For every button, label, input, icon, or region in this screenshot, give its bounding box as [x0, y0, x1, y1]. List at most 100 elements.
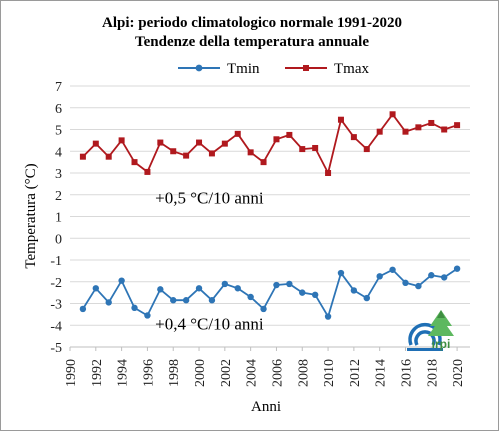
tmin-point: [273, 281, 280, 289]
tmax-point: [105, 153, 112, 160]
tmin-point: [247, 293, 254, 301]
tmin-legend-label: Tmin: [227, 61, 260, 77]
tmax-point: [247, 149, 254, 156]
tmax-point: [92, 140, 99, 147]
tmax-point: [118, 137, 125, 144]
chart-title: Alpi: periodo climatologico normale 1991…: [102, 15, 402, 31]
tmax-point: [428, 119, 435, 126]
tmax-point: [376, 128, 383, 135]
x-tick-label: 1998: [167, 359, 182, 387]
tmin-point: [79, 305, 87, 313]
tmin-point: [182, 297, 190, 304]
tmin-point: [324, 313, 332, 320]
tmax-legend-marker: [303, 65, 309, 71]
tmax-point: [170, 148, 177, 155]
tmax-point: [208, 150, 215, 157]
x-tick-label: 2012: [348, 359, 363, 387]
y-tick-label: -1: [50, 254, 62, 269]
tmin-series-line: [82, 267, 458, 318]
tmin-point: [105, 299, 112, 306]
x-tick-label: 2016: [399, 359, 414, 387]
tmax-point: [454, 122, 461, 129]
tmin-point: [376, 273, 383, 280]
y-tick-label: 0: [55, 232, 62, 247]
tmax-point: [337, 116, 344, 123]
y-tick-label: 4: [55, 145, 62, 160]
tmax-point: [389, 111, 396, 118]
y-tick-label: 6: [55, 102, 62, 117]
chart-subtitle: Tendenze della temperatura annuale: [135, 34, 369, 50]
tmin-point: [402, 279, 409, 287]
y-tick-label: -4: [50, 319, 62, 334]
tmin-point: [350, 287, 358, 294]
tmax-point: [363, 146, 370, 153]
tmin-trend-annotation: +0,4 °C/10 anni: [155, 315, 264, 334]
tmax-point: [441, 126, 448, 133]
y-tick-labels: -5 -4 -3 -2 -1 0 1 2 3 4 5 6 7: [50, 80, 62, 356]
tmin-point: [260, 305, 267, 313]
tmax-point: [350, 134, 357, 141]
x-axis-label: Anni: [251, 399, 281, 415]
x-tick-label: 2002: [219, 359, 234, 387]
tmax-point: [157, 139, 164, 146]
tmax-point: [260, 159, 267, 166]
tmax-point: [325, 170, 332, 176]
x-tick-label: 2010: [322, 359, 337, 387]
tmax-point: [221, 140, 228, 147]
gridlines: [70, 85, 470, 348]
tmax-point: [183, 152, 190, 159]
tmin-point: [363, 294, 370, 302]
tmin-point: [440, 274, 448, 281]
x-tick-label: 1996: [141, 359, 156, 387]
x-tick-label: 2018: [425, 359, 440, 387]
y-tick-label: 7: [55, 80, 62, 95]
y-axis-label: Temperatura (°C): [23, 163, 39, 268]
tmin-point: [311, 291, 319, 298]
tmax-point: [196, 139, 203, 146]
svg-text:irpi: irpi: [432, 337, 451, 351]
tmin-point: [131, 304, 138, 312]
tmin-point: [118, 277, 125, 284]
tmin-point: [234, 285, 241, 292]
x-tick-label: 2008: [296, 359, 311, 387]
x-tick-label: 2000: [193, 359, 208, 387]
y-tick-label: 5: [55, 124, 62, 139]
tmax-trend-annotation: +0,5 °C/10 anni: [155, 188, 264, 207]
tmin-point: [453, 265, 461, 272]
series-group: [79, 111, 461, 320]
y-tick-label: 3: [55, 167, 62, 182]
x-tick-label: 1994: [116, 359, 131, 387]
tmax-point: [312, 144, 319, 151]
tmax-point: [79, 153, 86, 160]
legend: Tmin Tmax: [178, 61, 369, 77]
tmax-point: [286, 131, 293, 138]
x-tick-label: 2004: [245, 359, 260, 387]
tmin-point: [170, 297, 177, 304]
tmin-point: [195, 285, 203, 292]
x-tick-label: 2014: [374, 359, 389, 387]
tmax-legend-label: Tmax: [334, 61, 369, 77]
x-tick-label: 1990: [64, 359, 79, 387]
x-tick-labels: 1990 1992 1994 1996 1998 2000 2002 2004 2006 2008…: [64, 347, 466, 387]
tmin-point: [428, 272, 435, 279]
x-tick-label: 2020: [451, 359, 466, 387]
tmin-point: [221, 280, 229, 288]
y-tick-label: -2: [50, 276, 62, 291]
tmin-point: [157, 286, 164, 293]
tmin-point: [208, 297, 216, 304]
tmin-point: [389, 266, 396, 273]
tmin-point: [337, 269, 345, 277]
irpi-logo-icon: irpi: [428, 310, 454, 351]
y-tick-label: 1: [55, 211, 62, 226]
tmax-point: [273, 136, 280, 143]
tmin-legend-marker: [195, 64, 203, 72]
tmax-point: [299, 146, 306, 153]
tmin-point: [286, 280, 293, 288]
tmin-point: [144, 312, 151, 319]
tmax-series-line: [82, 113, 458, 174]
tmax-point: [234, 130, 241, 137]
tmin-point: [92, 285, 100, 292]
tmin-point: [299, 289, 306, 296]
tmax-point: [131, 159, 138, 166]
